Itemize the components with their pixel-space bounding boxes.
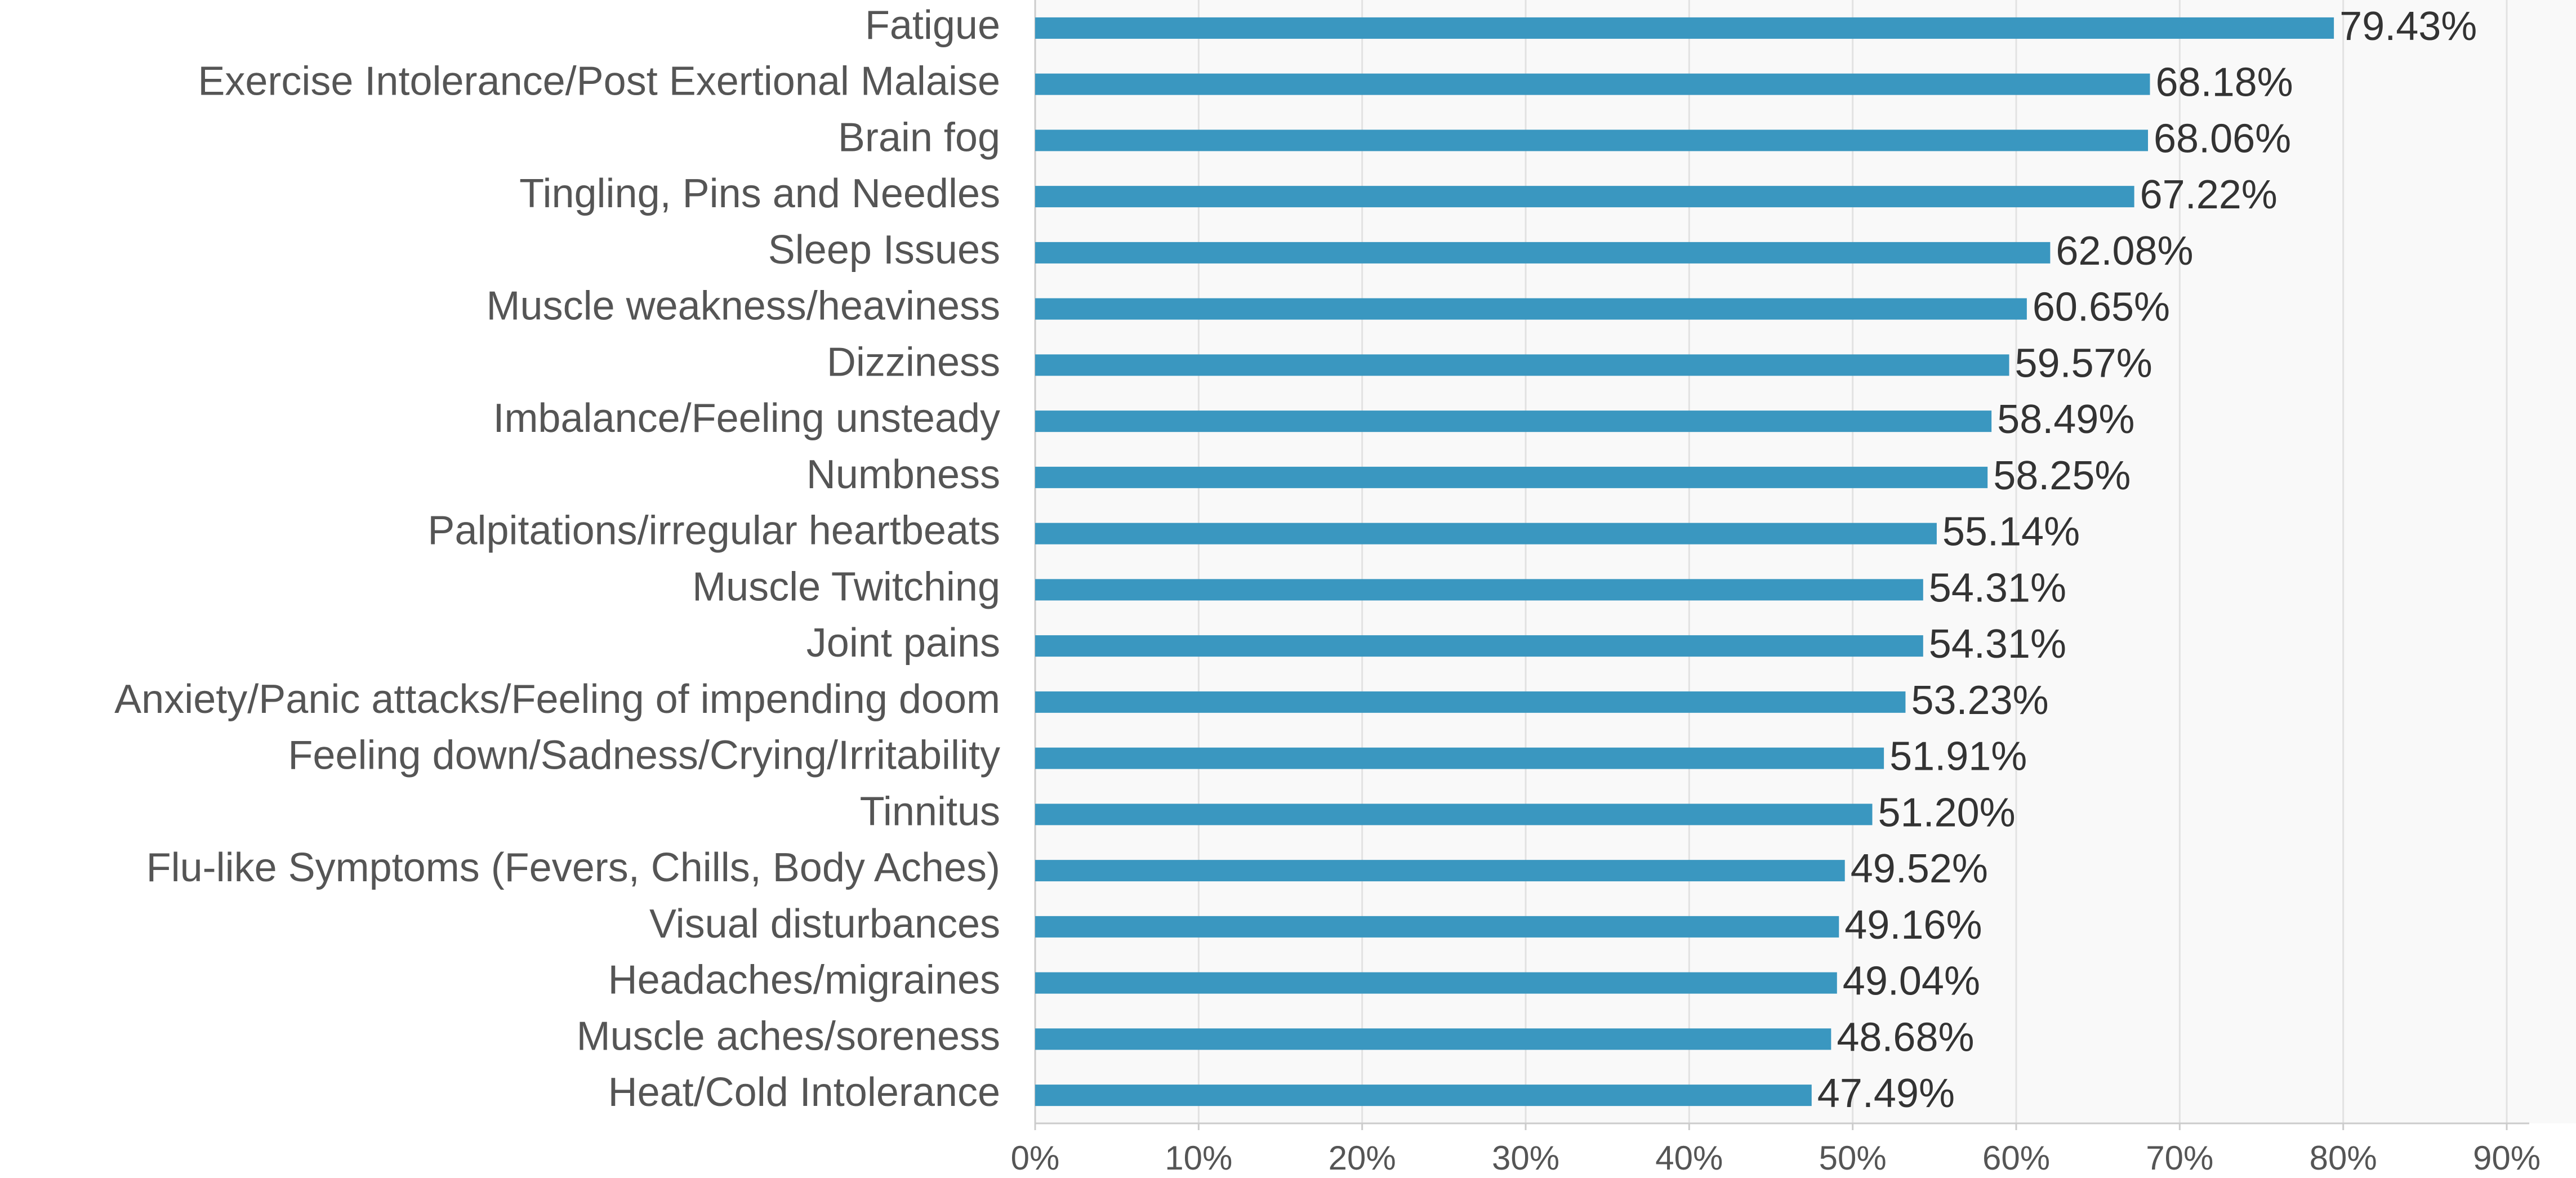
bar	[1035, 579, 1923, 601]
category-label: Sleep Issues	[768, 227, 1000, 273]
category-label: Palpitations/irregular heartbeats	[427, 508, 1000, 554]
value-label: 60.65%	[2033, 285, 2170, 330]
value-label: 49.04%	[1843, 959, 1980, 1004]
category-label: Exercise Intolerance/Post Exertional Mal…	[198, 59, 1000, 104]
category-label: Muscle aches/soreness	[577, 1014, 1000, 1059]
category-label: Tinnitus	[860, 789, 1000, 834]
bar	[1035, 17, 2334, 39]
category-label: Muscle Twitching	[692, 564, 1000, 609]
category-label: Muscle weakness/heaviness	[487, 284, 1000, 329]
category-label: Brain fog	[838, 115, 1000, 160]
bar	[1035, 1085, 1812, 1106]
bar	[1035, 747, 1884, 769]
x-tick-label: 20%	[1329, 1139, 1396, 1177]
category-label: Headaches/migraines	[608, 958, 1000, 1003]
category-label: Feeling down/Sadness/Crying/Irritability	[288, 733, 1000, 778]
x-tick-label: 70%	[2146, 1139, 2213, 1177]
bar	[1035, 635, 1923, 657]
bar	[1035, 354, 2009, 376]
category-label: Anxiety/Panic attacks/Feeling of impendi…	[114, 677, 1000, 722]
value-label: 48.68%	[1837, 1015, 1974, 1060]
x-tick-label: 90%	[2473, 1139, 2541, 1177]
x-tick-label: 50%	[1819, 1139, 1887, 1177]
x-tick-label: 40%	[1655, 1139, 1723, 1177]
x-tick-label: 30%	[1492, 1139, 1559, 1177]
category-label: Visual disturbances	[649, 902, 1000, 947]
x-tick-label: 60%	[1982, 1139, 2050, 1177]
value-label: 55.14%	[1942, 510, 2080, 555]
category-label: Flu-like Symptoms (Fevers, Chills, Body …	[146, 845, 1000, 890]
value-label: 62.08%	[2056, 229, 2193, 274]
category-label: Fatigue	[865, 3, 1000, 48]
value-label: 54.31%	[1929, 622, 2066, 667]
category-label: Numbness	[806, 452, 1000, 497]
value-label: 68.18%	[2155, 60, 2293, 105]
value-label: 53.23%	[1911, 678, 2048, 723]
x-tick-label: 80%	[2310, 1139, 2377, 1177]
bar	[1035, 466, 1988, 488]
bar	[1035, 916, 1839, 938]
value-label: 54.31%	[1929, 565, 2066, 610]
bar	[1035, 186, 2134, 208]
value-label: 68.06%	[2154, 116, 2291, 161]
plot-background	[1035, 0, 2576, 1123]
value-label: 58.25%	[1993, 453, 2131, 498]
bar	[1035, 298, 2027, 320]
value-label: 51.20%	[1878, 790, 2016, 835]
value-label: 79.43%	[2339, 4, 2477, 49]
category-label: Tingling, Pins and Needles	[519, 171, 1000, 216]
bar	[1035, 73, 2150, 95]
bar	[1035, 410, 1992, 432]
value-label: 67.22%	[2140, 172, 2278, 217]
bar	[1035, 130, 2149, 151]
value-label: 51.91%	[1889, 734, 2027, 779]
category-label: Heat/Cold Intolerance	[608, 1070, 1000, 1115]
x-tick-label: 10%	[1165, 1139, 1232, 1177]
value-label: 58.49%	[1997, 397, 2134, 442]
bar	[1035, 804, 1873, 826]
category-label: Joint pains	[806, 621, 1000, 666]
bar	[1035, 242, 2051, 264]
value-label: 59.57%	[2015, 341, 2152, 386]
category-label: Dizziness	[827, 340, 1000, 385]
value-label: 49.16%	[1844, 903, 1982, 948]
bar	[1035, 523, 1937, 545]
bar	[1035, 1028, 1831, 1050]
category-label: Imbalance/Feeling unsteady	[493, 396, 1000, 441]
bar	[1035, 972, 1837, 994]
x-tick-label: 0%	[1011, 1139, 1060, 1177]
bar	[1035, 691, 1906, 713]
value-label: 49.52%	[1851, 846, 1988, 891]
value-label: 47.49%	[1817, 1071, 1955, 1116]
bar	[1035, 860, 1845, 882]
